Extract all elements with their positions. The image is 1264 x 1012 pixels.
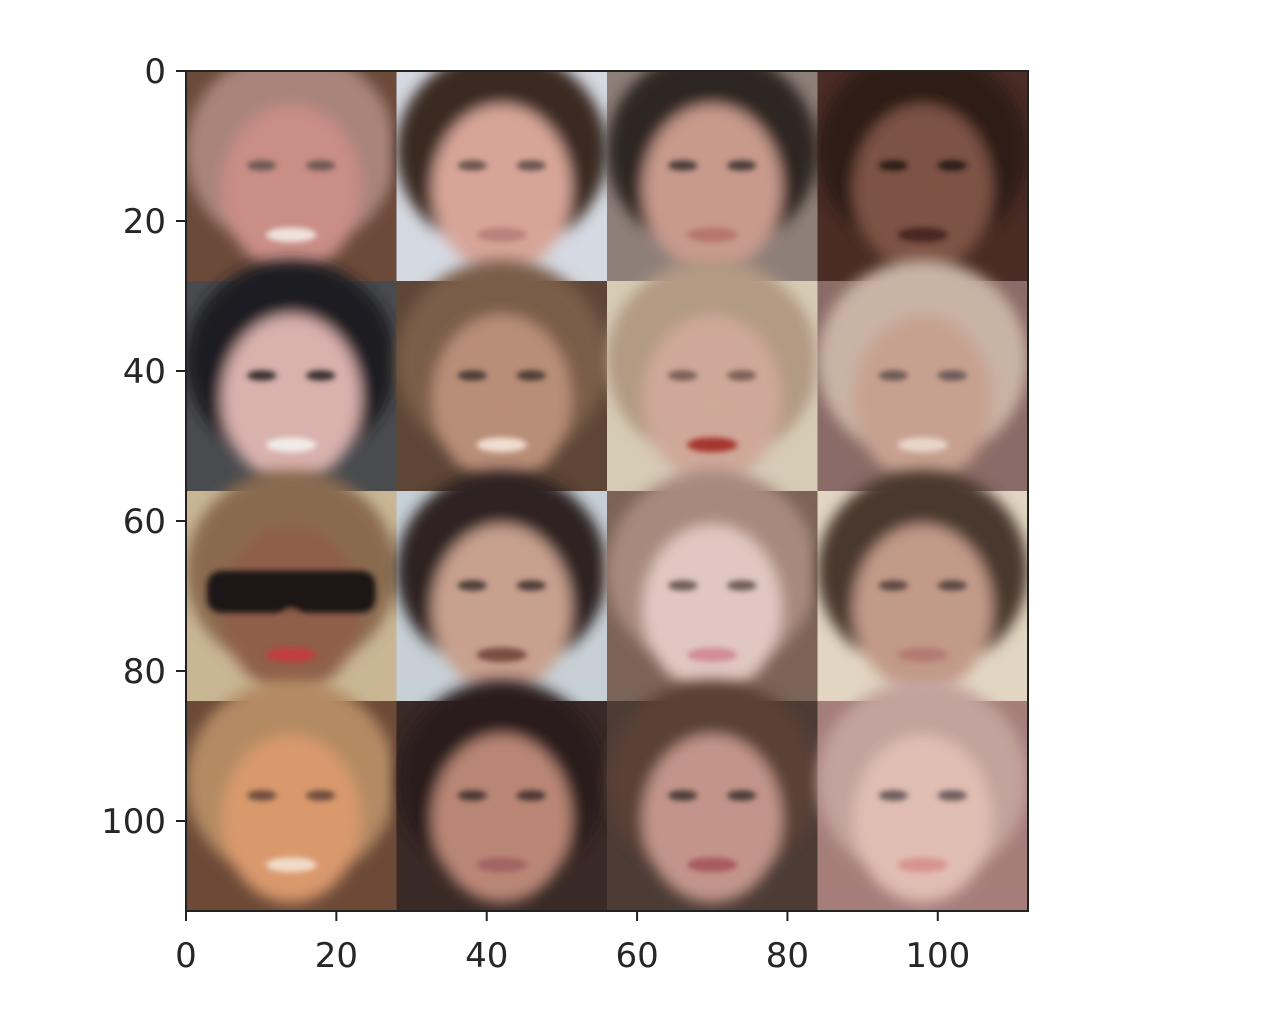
face-tile (396, 71, 608, 282)
face-tile (186, 470, 398, 702)
face-tile (817, 470, 1028, 702)
face-tile (186, 680, 398, 911)
face-tile (607, 680, 819, 911)
face-tile (817, 260, 1028, 492)
face-tile (396, 680, 608, 911)
x-tick-label: 40 (465, 936, 508, 976)
x-tick-label: 20 (315, 936, 358, 976)
x-tick-label: 80 (766, 936, 809, 976)
y-tick-label: 20 (123, 202, 166, 242)
face-tile (817, 680, 1028, 911)
face-tile (607, 260, 819, 492)
face-tile (186, 260, 398, 492)
x-tick-label: 100 (905, 936, 970, 976)
y-axis: 0 20 40 60 80 100 (101, 52, 186, 842)
y-tick-label: 60 (123, 502, 166, 542)
y-tick-label: 80 (123, 652, 166, 692)
y-tick-label: 100 (101, 802, 166, 842)
y-tick-label: 0 (144, 52, 166, 92)
x-tick-label: 0 (175, 936, 197, 976)
plot-frame (185, 70, 1029, 912)
face-tile (607, 71, 819, 282)
face-tile (817, 71, 1028, 282)
face-tiles (186, 71, 1028, 911)
face-tile (396, 470, 608, 702)
y-tick-label: 40 (123, 352, 166, 392)
face-tile (607, 470, 819, 702)
face-tile (396, 260, 608, 492)
x-tick-label: 60 (615, 936, 658, 976)
face-tile (186, 71, 398, 282)
x-axis: 0 20 40 60 80 100 (175, 911, 970, 976)
